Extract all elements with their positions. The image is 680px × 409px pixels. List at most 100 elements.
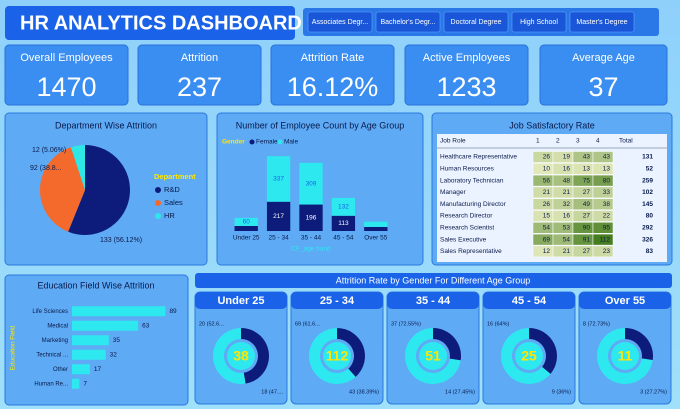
kpi-card xyxy=(4,44,129,106)
donut-slice xyxy=(597,328,653,385)
cell-value: 21 xyxy=(563,189,571,196)
heat-cell xyxy=(592,163,614,175)
cell-value: 69 xyxy=(543,236,551,243)
filter-button[interactable] xyxy=(569,11,635,33)
bar xyxy=(72,306,166,317)
heat-cell xyxy=(592,222,614,234)
bar xyxy=(299,162,323,205)
panel-title: Job Satisfactory Rate xyxy=(509,120,595,130)
x-tick-label: 25 - 34 xyxy=(268,235,289,242)
donut-slice xyxy=(241,328,270,384)
filters: Associates Degr... Bachelor's Degr... Doct… xyxy=(307,11,635,33)
cell-value: 13 xyxy=(603,166,611,173)
cell-value: 16 xyxy=(563,213,571,220)
pie-slice xyxy=(70,145,85,190)
legend-label: R&D xyxy=(164,185,180,194)
kpi-label: Overall Employees xyxy=(20,52,113,64)
bar xyxy=(72,349,106,360)
bar xyxy=(299,204,323,231)
data-label: 14 (27.45%) xyxy=(445,389,475,395)
x-tick-label: Under 25 xyxy=(233,235,260,242)
column-header: 4 xyxy=(596,138,600,145)
cell-value: 80 xyxy=(603,177,611,184)
filter-button[interactable] xyxy=(307,11,373,33)
donut-total: 25 xyxy=(521,348,537,364)
data-label: 113 xyxy=(338,220,349,227)
legend-swatch xyxy=(155,213,161,219)
data-label: 60 xyxy=(243,219,251,226)
filter-label[interactable]: Master's Degree xyxy=(576,19,627,26)
filter-label[interactable]: Associates Degr... xyxy=(312,19,368,26)
data-label: 309 xyxy=(306,180,317,187)
cell-value: 53 xyxy=(563,225,571,232)
donut-slice xyxy=(404,327,461,384)
charts: 133 (56.12%) R&D 92 (38.8... Sales 12 (5.06%… xyxy=(10,134,672,405)
kpi-value: 237 xyxy=(177,72,222,102)
data-label: 35 xyxy=(113,337,121,344)
kpi-card xyxy=(137,44,262,106)
section-title: Attrition Rate by Gender For Different A… xyxy=(336,275,530,285)
bar xyxy=(364,221,388,227)
data-label: 133 (56.12%) xyxy=(100,237,142,244)
filter-label[interactable]: Bachelor's Degr... xyxy=(380,19,435,26)
panel-title: Department Wise Attrition xyxy=(55,120,157,130)
data-label: 63 xyxy=(142,322,150,329)
legend-label: HR xyxy=(164,211,175,220)
heat-cell xyxy=(592,245,614,258)
data-label: 18 (47.... xyxy=(261,389,283,395)
x-tick-label: 45 - 54 xyxy=(333,235,354,242)
row-label: Sales Executive xyxy=(440,236,487,243)
cell-value: 131 xyxy=(642,154,653,161)
donut-total: 38 xyxy=(233,348,249,364)
panel-header xyxy=(291,292,383,309)
panel-header xyxy=(387,292,479,309)
column-header: Job Role xyxy=(440,138,466,145)
donut-center xyxy=(515,342,543,370)
panel-title: Education Field Wise Attrition xyxy=(37,280,154,290)
cell-value: 21 xyxy=(543,189,551,196)
cell-value: 75 xyxy=(583,177,591,184)
kpi-card xyxy=(539,44,668,106)
panel-header xyxy=(579,292,671,309)
cell-value: 52 xyxy=(646,166,654,173)
filter-label[interactable]: High School xyxy=(520,19,558,26)
kpi-label: Attrition xyxy=(181,52,218,64)
filter-label[interactable]: Doctoral Degree xyxy=(451,19,502,26)
data-label: 69 (61.6... xyxy=(295,321,320,327)
filter-button[interactable] xyxy=(375,11,441,33)
cell-value: 102 xyxy=(642,189,653,196)
y-tick-label: Marketing xyxy=(42,338,68,344)
data-label: 43 (38.39%) xyxy=(349,389,379,395)
cell-value: 26 xyxy=(543,201,551,208)
data-label: 89 xyxy=(169,308,177,315)
donut-slice xyxy=(309,328,356,384)
column-header: Total xyxy=(619,138,633,145)
kpi-card xyxy=(270,44,395,106)
cell-value: 27 xyxy=(583,189,591,196)
cell-value: 80 xyxy=(646,213,654,220)
cell-value: 23 xyxy=(603,248,611,255)
kpi-value: 16.12% xyxy=(287,72,379,102)
donut-center xyxy=(227,342,255,370)
cell-value: 19 xyxy=(563,154,571,161)
filter-button[interactable] xyxy=(443,11,509,33)
legend-label: Female xyxy=(256,139,278,146)
row-label: Sales Representative xyxy=(440,248,502,255)
y-tick-label: Medical xyxy=(47,323,68,329)
column-header: 3 xyxy=(576,138,580,145)
cell-value: 13 xyxy=(583,166,591,173)
filter-button[interactable] xyxy=(511,11,567,33)
cell-value: 326 xyxy=(642,236,653,243)
bar xyxy=(364,226,388,231)
data-label: 12 (5.06%) xyxy=(32,147,66,154)
row-label: Human Resources xyxy=(440,166,495,173)
cell-value: 27 xyxy=(583,248,591,255)
bar xyxy=(72,364,90,375)
bar xyxy=(234,226,258,231)
cell-value: 16 xyxy=(563,166,571,173)
kpi-value: 37 xyxy=(588,72,618,102)
bar xyxy=(72,335,109,346)
donut-slice xyxy=(433,328,462,361)
donut-center xyxy=(323,342,351,370)
y-axis-title: Education Field xyxy=(10,325,17,370)
